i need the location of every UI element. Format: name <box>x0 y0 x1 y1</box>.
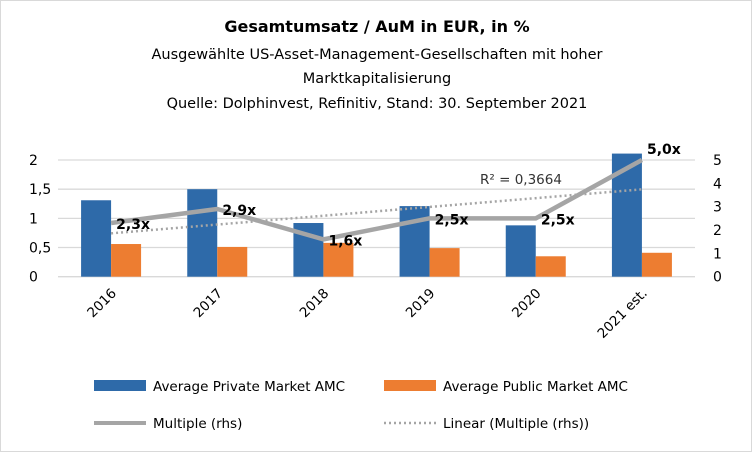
trendline <box>110 188 643 235</box>
left-tick-label: 2 <box>29 153 38 169</box>
x-tick-label: 2016 <box>84 286 120 322</box>
x-tick-label: 2019 <box>403 286 439 322</box>
multiple-data-label: 1,6x <box>328 233 362 249</box>
left-tick-label: 0,5 <box>29 241 51 257</box>
left-tick-label: 0 <box>29 270 38 286</box>
multiple-data-label: 2,5x <box>435 212 469 228</box>
x-tick-label: 2017 <box>190 286 226 322</box>
bar-public <box>217 246 248 277</box>
x-tick-label: 2021 est. <box>594 286 650 342</box>
multiple-data-label: 2,5x <box>541 212 575 228</box>
legend-label-multiple: Multiple (rhs) <box>153 416 242 432</box>
x-tick-label: 2020 <box>509 286 545 322</box>
bar-private <box>399 206 430 277</box>
bar-public <box>535 256 566 277</box>
bar-public <box>323 242 354 277</box>
chart-subtitle-1: Ausgewählte US-Asset-Management-Gesellsc… <box>152 47 603 63</box>
chart-title: Gesamtumsatz / AuM in EUR, in % <box>224 17 529 36</box>
x-tick-label: 2018 <box>297 286 333 322</box>
bar-public <box>429 248 460 277</box>
chart-subtitle-3: Quelle: Dolphinvest, Refinitiv, Stand: 3… <box>167 96 588 112</box>
multiple-data-label: 5,0x <box>647 142 681 158</box>
r-squared-label: R² = 0,3664 <box>480 172 562 188</box>
chart-subtitle-2: Marktkapitalisierung <box>303 71 451 87</box>
legend-swatch-private <box>94 380 146 391</box>
legend-label-private: Average Private Market AMC <box>153 379 345 395</box>
legend-swatch-public <box>384 380 436 391</box>
legend-label-linear: Linear (Multiple (rhs)) <box>443 416 589 432</box>
right-tick-label: 3 <box>713 200 722 216</box>
bar-private <box>505 225 536 277</box>
multiple-data-label: 2,3x <box>116 217 150 233</box>
left-tick-label: 1,5 <box>29 182 51 198</box>
legend-label-public: Average Public Market AMC <box>443 379 628 395</box>
right-tick-label: 1 <box>713 246 722 262</box>
bar-public <box>111 244 142 277</box>
bar-public <box>641 252 672 277</box>
multiple-line <box>110 158 644 242</box>
bar-private <box>81 200 112 277</box>
right-tick-label: 0 <box>713 270 722 286</box>
bar-private <box>187 189 218 277</box>
right-tick-label: 5 <box>713 153 722 169</box>
left-tick-label: 1 <box>29 211 38 227</box>
legend: Average Private Market AMC Average Publi… <box>94 379 628 432</box>
right-tick-label: 2 <box>713 223 722 239</box>
right-tick-label: 4 <box>713 176 722 192</box>
multiple-data-label: 2,9x <box>222 203 256 219</box>
